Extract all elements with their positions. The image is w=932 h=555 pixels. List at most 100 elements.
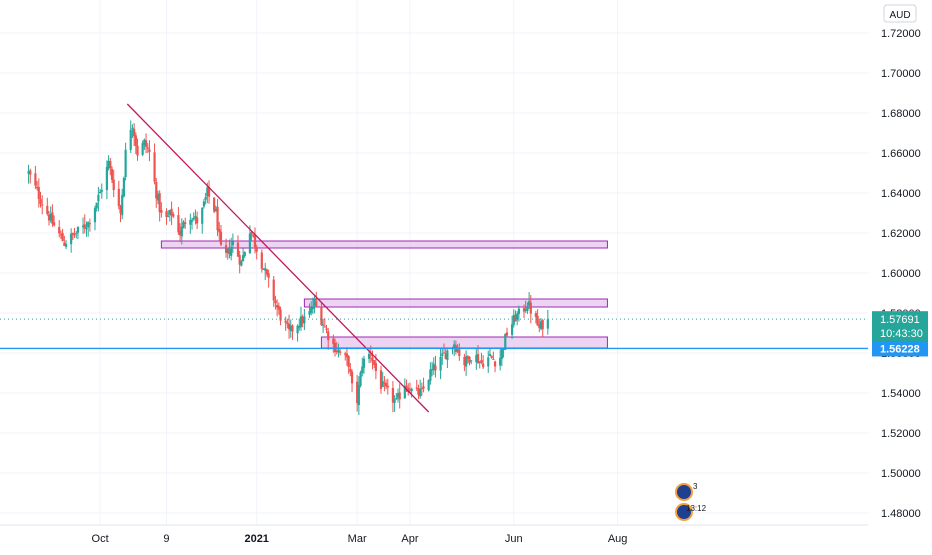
candle-body — [83, 224, 86, 229]
candle-body — [58, 227, 61, 234]
price-axis-panel[interactable] — [868, 0, 932, 550]
candle-body — [487, 357, 490, 367]
candle-body — [192, 218, 195, 220]
trendline[interactable] — [126, 103, 430, 413]
y-tick-label: 1.54000 — [881, 388, 921, 400]
events-count: 3 — [693, 482, 698, 491]
candle-body — [289, 325, 292, 331]
resistance-zone[interactable] — [303, 298, 608, 308]
candle-body — [333, 342, 337, 353]
candle-body — [267, 273, 270, 278]
candle-body — [272, 279, 275, 301]
candle-body — [524, 309, 527, 311]
candle-body — [160, 209, 163, 213]
candle-body — [105, 166, 108, 190]
candle-body — [71, 232, 74, 235]
candle-body — [381, 381, 384, 388]
hline-price-label: 1.56228 — [872, 341, 928, 357]
candle-body — [476, 354, 480, 363]
resistance-zone[interactable] — [160, 240, 608, 249]
au-flag-icon[interactable] — [675, 483, 693, 501]
candle-body — [250, 232, 253, 234]
candle-body — [196, 217, 199, 224]
candle-body — [432, 363, 435, 371]
candle-body — [335, 350, 338, 352]
zone-layer[interactable] — [160, 240, 608, 349]
candle-body — [240, 261, 243, 266]
candle-body — [255, 247, 258, 252]
candle-body — [444, 353, 447, 359]
candle-body — [143, 139, 146, 146]
candle-body — [539, 321, 543, 329]
candle-body — [107, 160, 110, 169]
candle-body — [434, 365, 437, 371]
candle-body — [276, 305, 279, 308]
candle-body — [356, 381, 359, 404]
candle-body — [180, 226, 183, 237]
candle-body — [112, 179, 115, 191]
candle-body — [315, 301, 318, 307]
candle-body — [367, 353, 371, 359]
candle-body — [391, 388, 395, 403]
candle-body — [468, 356, 471, 363]
candle-body — [405, 385, 408, 388]
candle-body — [248, 233, 252, 253]
candle-body — [109, 161, 112, 169]
candle-body — [475, 354, 478, 363]
candle-body — [93, 208, 97, 223]
candle-body — [299, 316, 303, 328]
candle-body — [398, 392, 401, 400]
candle-body — [396, 393, 400, 398]
candle-body — [156, 194, 160, 201]
candle-body — [51, 212, 54, 224]
last-price-value: 1.57691 — [880, 314, 920, 326]
candle-body — [63, 242, 66, 246]
candle-body — [148, 149, 151, 152]
candle-body — [85, 228, 88, 230]
candle-body — [122, 177, 126, 197]
candle-body — [453, 344, 456, 350]
candle-body — [87, 222, 90, 228]
candle-body — [95, 202, 98, 209]
candle-body — [291, 325, 294, 332]
line-layer[interactable] — [0, 103, 868, 413]
candle-body — [403, 385, 406, 399]
economic-events[interactable]: 3 13:12 — [675, 482, 707, 521]
candle-body — [439, 356, 442, 371]
candle-body — [478, 361, 481, 363]
candle-body — [488, 354, 492, 356]
candle-body — [322, 324, 325, 326]
currency-badge[interactable]: AUD — [883, 4, 917, 23]
candle-body — [124, 149, 127, 177]
candle-body — [64, 244, 68, 247]
candle-body — [216, 206, 219, 231]
candle-body — [226, 248, 229, 253]
candle-body — [493, 361, 497, 367]
candle-body — [29, 170, 32, 175]
candle-body — [253, 235, 257, 248]
candle-body — [47, 214, 51, 221]
candle-body — [224, 245, 228, 253]
candle-body — [502, 348, 505, 350]
candle-body — [429, 369, 432, 381]
au-flag-icon[interactable] — [675, 503, 693, 521]
candle-body — [41, 204, 44, 206]
candle-body — [311, 307, 314, 309]
candle-body — [430, 369, 434, 371]
candle-body — [410, 388, 413, 392]
candle-body — [296, 325, 299, 334]
candle-body — [155, 182, 158, 199]
candle-body — [110, 168, 114, 180]
candle-body — [170, 208, 173, 216]
candle-body — [362, 358, 366, 368]
candle-body — [345, 353, 349, 358]
x-tick-label: Oct — [92, 533, 109, 545]
candle-body — [371, 357, 374, 362]
x-tick-label: 2021 — [244, 533, 268, 545]
candle-body — [168, 210, 171, 215]
candle-body — [146, 147, 149, 149]
candle-body — [136, 145, 139, 156]
candle-body — [310, 307, 313, 313]
